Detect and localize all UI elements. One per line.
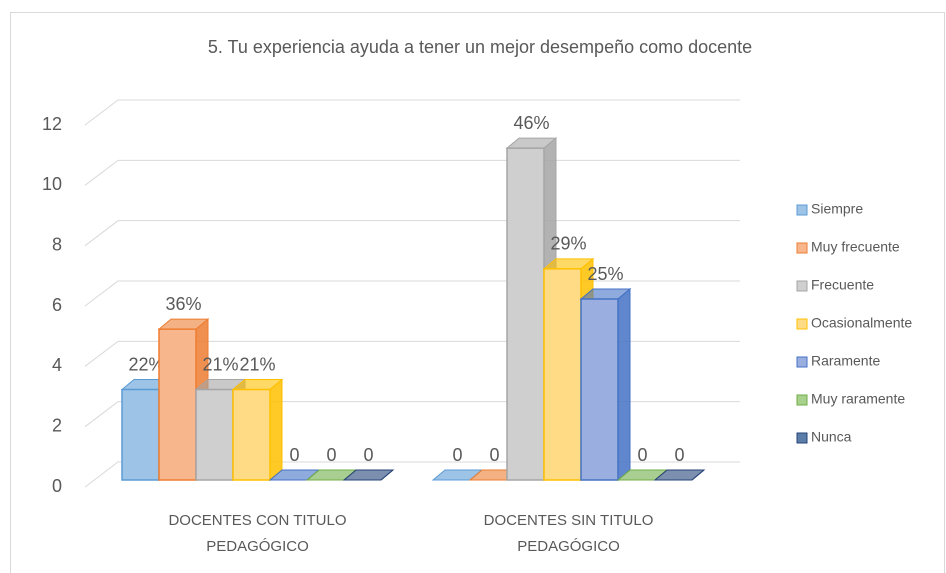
data-label: 0 xyxy=(289,445,299,465)
legend-swatch xyxy=(796,318,808,330)
bar xyxy=(580,298,619,481)
data-label: 21% xyxy=(239,354,275,374)
bar xyxy=(121,388,160,481)
legend-swatch xyxy=(796,280,808,292)
y-tick-label: 6 xyxy=(52,295,62,315)
x-tick-label: DOCENTES SIN TITULO PEDAGÓGICO xyxy=(483,512,654,555)
legend-swatch xyxy=(796,204,808,216)
data-label: 22% xyxy=(128,354,164,374)
legend-label: Nunca xyxy=(811,429,852,445)
data-label: 21% xyxy=(202,354,238,374)
y-tick-label: 4 xyxy=(52,355,62,375)
bar xyxy=(543,268,582,481)
legend-label: Muy raramente xyxy=(811,391,905,407)
data-label: 46% xyxy=(513,113,549,133)
y-tick-label: 10 xyxy=(42,174,62,194)
data-label: 0 xyxy=(674,445,684,465)
legend-swatch xyxy=(796,432,808,444)
bar-top xyxy=(342,469,395,481)
y-tick-label: 8 xyxy=(52,234,62,254)
y-tick-label: 0 xyxy=(52,476,62,496)
bar xyxy=(506,147,545,481)
data-label: 0 xyxy=(637,445,647,465)
bar-side xyxy=(617,287,631,482)
data-label: 36% xyxy=(165,294,201,314)
legend-swatch xyxy=(796,356,808,368)
bar xyxy=(195,388,234,481)
y-tick-label: 2 xyxy=(52,415,62,435)
chart-title: 5. Tu experiencia ayuda a tener un mejor… xyxy=(208,37,752,57)
data-label: 0 xyxy=(326,445,336,465)
bar-side xyxy=(269,378,283,482)
data-label: 29% xyxy=(550,234,586,254)
legend-label: Ocasionalmente xyxy=(811,315,912,331)
legend-swatch xyxy=(796,242,808,254)
y-tick-label: 12 xyxy=(42,114,62,134)
bar-top xyxy=(653,469,706,481)
bar xyxy=(158,328,197,481)
legend-swatch xyxy=(796,394,808,406)
data-label: 0 xyxy=(489,445,499,465)
data-label: 25% xyxy=(587,264,623,284)
x-tick-label: DOCENTES CON TITULO PEDAGÓGICO xyxy=(168,512,347,555)
chart-border xyxy=(10,12,945,573)
legend-label: Frecuente xyxy=(811,277,874,293)
bar xyxy=(232,388,271,481)
data-label: 0 xyxy=(363,445,373,465)
data-label: 0 xyxy=(452,445,462,465)
legend-label: Siempre xyxy=(811,201,863,217)
legend-label: Muy frecuente xyxy=(811,239,900,255)
grid-line xyxy=(84,99,740,126)
legend-label: Raramente xyxy=(811,353,880,369)
